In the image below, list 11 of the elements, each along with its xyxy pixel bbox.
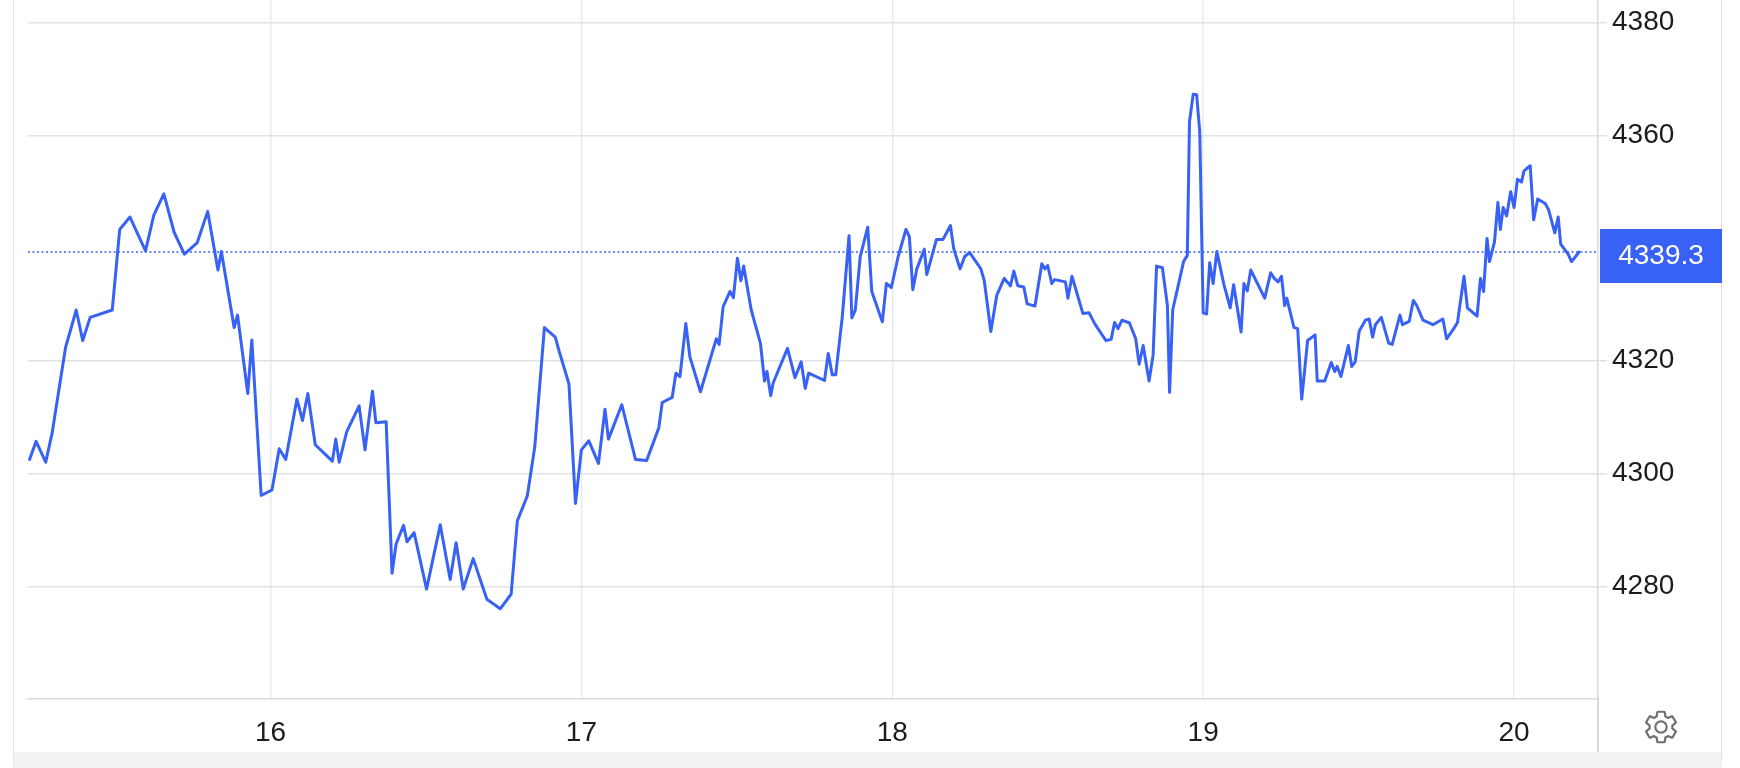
x-tick-label: 20 <box>1498 715 1530 747</box>
y-tick-label: 4280 <box>1612 568 1675 600</box>
x-tick-label: 17 <box>565 715 597 747</box>
y-tick-label: 4380 <box>1612 5 1675 37</box>
ref-line-label: 4339.3 <box>1618 238 1704 270</box>
y-tick-label: 4320 <box>1612 343 1675 375</box>
x-tick-label: 16 <box>254 715 287 747</box>
y-tick-label: 4300 <box>1612 456 1675 488</box>
x-tick-label: 18 <box>876 715 908 747</box>
x-tick-label: 19 <box>1187 715 1219 747</box>
y-tick-label: 4360 <box>1612 118 1675 150</box>
